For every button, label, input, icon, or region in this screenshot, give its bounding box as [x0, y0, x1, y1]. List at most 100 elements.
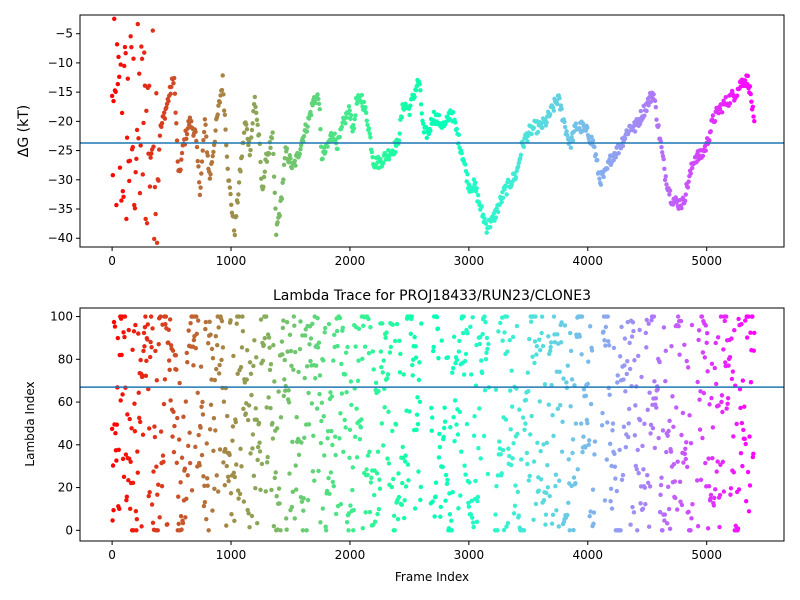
- lambda-point: [474, 342, 479, 348]
- lambda-point: [474, 519, 480, 524]
- delta-g-point: [117, 165, 123, 170]
- lambda-point: [150, 520, 156, 526]
- delta-g-point: [119, 110, 125, 116]
- y-tick-label: −20: [48, 114, 73, 128]
- lambda-point: [174, 367, 179, 372]
- lambda-point: [568, 404, 573, 409]
- lambda-point: [523, 421, 528, 426]
- lambda-point: [591, 510, 597, 515]
- lambda-point: [203, 319, 209, 325]
- delta-g-point: [488, 224, 493, 230]
- lambda-point: [619, 324, 624, 330]
- lambda-point: [503, 417, 509, 422]
- lambda-point: [469, 515, 475, 520]
- delta-g-point: [328, 130, 334, 136]
- lambda-point: [309, 401, 315, 406]
- lambda-point: [643, 330, 649, 336]
- lambda-point: [308, 358, 313, 364]
- delta-g-point: [480, 212, 486, 217]
- lambda-point: [740, 463, 745, 469]
- lambda-point: [543, 512, 549, 517]
- delta-g-point: [179, 150, 185, 156]
- lambda-point: [417, 399, 423, 405]
- lambda-point: [748, 330, 753, 335]
- delta-g-point: [148, 155, 153, 160]
- delta-g-point: [483, 221, 489, 226]
- lambda-point: [728, 486, 734, 491]
- top-axes-frame: [79, 14, 785, 248]
- lambda-point: [123, 452, 129, 457]
- lambda-point: [245, 507, 250, 513]
- lambda-point: [147, 354, 153, 360]
- y-tick-label: 40: [58, 438, 73, 452]
- top-y-axis-label: ΔG (kT): [16, 105, 32, 157]
- lambda-point: [284, 516, 289, 521]
- delta-g-point: [207, 176, 213, 181]
- lambda-point: [193, 346, 199, 351]
- lambda-point: [331, 358, 336, 363]
- lambda-point: [176, 437, 182, 442]
- lambda-point: [213, 334, 219, 339]
- lambda-point: [445, 477, 450, 483]
- lambda-point: [528, 432, 533, 437]
- delta-g-point: [269, 135, 275, 141]
- lambda-point: [541, 498, 547, 503]
- lambda-point: [703, 460, 708, 466]
- lambda-point: [412, 334, 417, 340]
- lambda-point: [536, 488, 541, 493]
- lambda-point: [677, 479, 683, 485]
- lambda-point: [229, 512, 234, 517]
- lambda-point: [401, 515, 407, 521]
- lambda-point: [647, 390, 652, 395]
- lambda-point: [110, 518, 115, 523]
- bottom-x-ticks: 0 1000 2000 3000 4000 5000: [108, 541, 722, 562]
- lambda-point: [547, 493, 552, 499]
- lambda-point: [321, 414, 326, 419]
- lambda-point: [200, 399, 205, 405]
- lambda-point: [435, 326, 441, 331]
- lambda-point: [205, 476, 210, 481]
- lambda-point: [302, 435, 307, 440]
- delta-g-point: [348, 113, 354, 118]
- lambda-point: [742, 436, 747, 442]
- delta-g-point: [166, 98, 171, 104]
- delta-g-point: [174, 121, 179, 126]
- lambda-point: [384, 376, 390, 381]
- lambda-point: [255, 444, 261, 450]
- delta-g-point: [159, 124, 164, 129]
- lambda-point: [667, 418, 672, 424]
- lambda-point: [126, 327, 131, 333]
- delta-g-point: [424, 135, 429, 141]
- lambda-point: [215, 343, 220, 348]
- lambda-point: [199, 452, 205, 458]
- lambda-point: [239, 464, 244, 469]
- lambda-point: [135, 470, 140, 475]
- delta-g-point: [562, 119, 567, 125]
- lambda-point: [673, 495, 678, 501]
- lambda-point: [592, 439, 598, 444]
- lambda-point: [191, 363, 196, 368]
- lambda-point: [655, 387, 660, 392]
- lambda-point: [287, 332, 293, 337]
- lambda-point: [515, 489, 521, 495]
- delta-g-point: [159, 121, 165, 126]
- lambda-point: [715, 335, 721, 340]
- delta-g-point: [748, 91, 753, 97]
- lambda-point: [156, 482, 161, 487]
- lambda-point: [276, 486, 282, 491]
- delta-g-point: [244, 122, 249, 127]
- lambda-point: [133, 508, 139, 514]
- lambda-point: [145, 322, 150, 327]
- y-tick-label: −30: [48, 173, 73, 187]
- delta-g-point: [436, 113, 442, 118]
- lambda-point: [311, 433, 316, 438]
- lambda-point: [221, 460, 226, 465]
- lambda-point: [456, 349, 462, 354]
- x-tick-label: 2000: [335, 254, 366, 268]
- delta-g-point: [121, 194, 126, 200]
- lambda-point: [385, 456, 390, 461]
- lambda-point: [239, 345, 245, 350]
- delta-g-point: [589, 134, 594, 139]
- bottom-y-ticks: 0 20 40 60 80 100: [50, 310, 80, 537]
- lambda-point: [240, 328, 246, 334]
